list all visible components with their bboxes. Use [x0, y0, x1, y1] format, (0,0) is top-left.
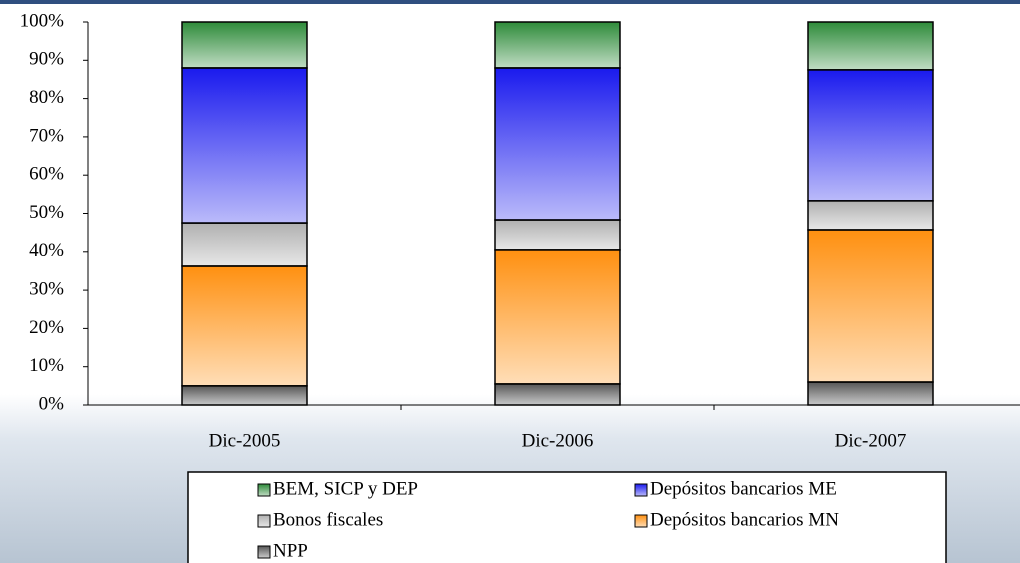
top-bar — [0, 0, 1020, 4]
bar-segment — [494, 67, 621, 221]
legend-swatch — [257, 545, 271, 559]
bar-segment — [807, 21, 934, 71]
bar-segment — [494, 383, 621, 406]
legend-swatch — [634, 483, 648, 497]
y-tick-label: 50% — [29, 202, 64, 223]
bar-segment — [807, 69, 934, 202]
x-tick-label: Dic-2006 — [522, 430, 594, 451]
legend-swatch — [634, 514, 648, 528]
bar-segment — [181, 222, 308, 267]
legend-swatch — [257, 483, 271, 497]
legend-label: BEM, SICP y DEP — [273, 478, 418, 499]
bar-segment — [494, 249, 621, 385]
bar-segment — [181, 265, 308, 387]
legend-swatch — [257, 514, 271, 528]
y-tick-label: 100% — [20, 10, 65, 31]
y-tick-label: 90% — [29, 49, 64, 70]
x-tick-label: Dic-2005 — [209, 430, 281, 451]
y-tick-label: 80% — [29, 87, 64, 108]
y-tick-label: 0% — [39, 393, 65, 414]
y-tick-label: 40% — [29, 240, 64, 261]
legend-label: Depósitos bancarios MN — [650, 509, 839, 530]
bar-segment — [807, 200, 934, 231]
x-tick-label: Dic-2007 — [835, 430, 907, 451]
bar-segment — [494, 21, 621, 69]
bar-segment — [181, 67, 308, 224]
y-tick-label: 20% — [29, 317, 64, 338]
bar-segment — [181, 21, 308, 69]
legend-label: NPP — [273, 540, 308, 561]
legend-label: Bonos fiscales — [273, 509, 383, 530]
bar-segment — [494, 219, 621, 251]
legend-box — [187, 471, 947, 563]
bar-segment — [807, 229, 934, 383]
y-tick-label: 70% — [29, 125, 64, 146]
legend-label: Depósitos bancarios ME — [650, 478, 837, 499]
y-tick-label: 60% — [29, 164, 64, 185]
y-tick-label: 10% — [29, 355, 64, 376]
bar-segment — [181, 385, 308, 406]
y-tick-label: 30% — [29, 278, 64, 299]
bar-segment — [807, 381, 934, 406]
